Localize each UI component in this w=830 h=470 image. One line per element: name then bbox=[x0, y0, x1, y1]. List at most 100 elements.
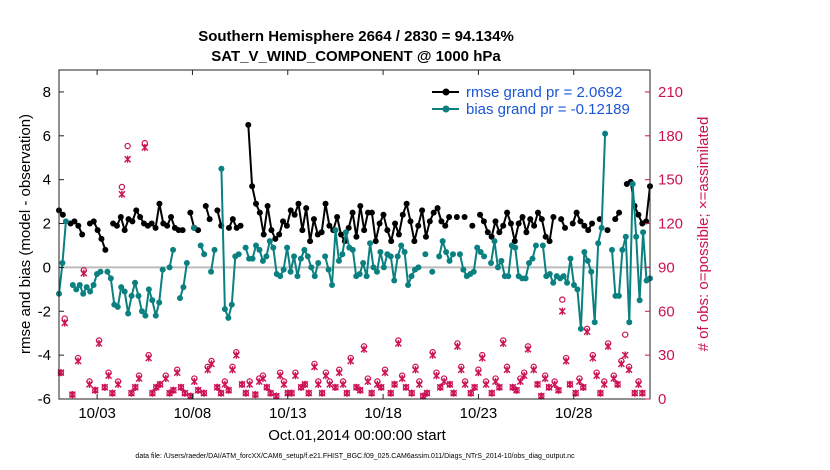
bias-point bbox=[125, 310, 132, 317]
rmse-point bbox=[229, 216, 236, 223]
bias-point bbox=[325, 266, 332, 273]
rmse-point bbox=[504, 209, 511, 216]
obs-assimilated-point bbox=[200, 389, 208, 397]
obs-assimilated-point bbox=[194, 386, 202, 394]
rmse-point bbox=[581, 222, 588, 229]
obs-assimilated-point bbox=[105, 372, 113, 380]
obs-assimilated-point bbox=[145, 354, 153, 362]
obs-assimilated-point bbox=[488, 389, 496, 397]
bias-point bbox=[356, 270, 363, 277]
obs-assimilated-point bbox=[101, 383, 109, 391]
rmse-point bbox=[287, 207, 294, 214]
obs-assimilated-point bbox=[232, 351, 240, 359]
obs-assimilated-point bbox=[596, 389, 604, 397]
obs-assimilated-point bbox=[280, 380, 288, 388]
obs-assimilated-point bbox=[492, 377, 500, 386]
obs-assimilated-point bbox=[255, 377, 263, 386]
bias-point bbox=[460, 266, 467, 273]
bias-point bbox=[602, 130, 609, 137]
rmse-point bbox=[589, 220, 596, 227]
rmse-point bbox=[164, 222, 171, 229]
obs-assimilated-point bbox=[604, 342, 612, 350]
rmse-point bbox=[376, 220, 383, 227]
bias-point bbox=[633, 233, 640, 240]
obs-assimilated-point bbox=[208, 360, 216, 368]
bias-point bbox=[595, 240, 602, 247]
rmse-point bbox=[75, 222, 82, 229]
bias-point bbox=[170, 246, 177, 253]
obs-assimilated-point bbox=[368, 389, 376, 397]
x-tick-label: 10/08 bbox=[174, 405, 212, 422]
y-left-tick-label: -4 bbox=[38, 347, 51, 364]
obs-assimilated-point bbox=[204, 366, 212, 374]
bias-point bbox=[640, 229, 647, 236]
rmse-point bbox=[322, 200, 329, 207]
rmse-point bbox=[260, 231, 267, 238]
rmse-point bbox=[403, 200, 410, 207]
rmse-point bbox=[558, 216, 565, 223]
bias-point bbox=[491, 238, 498, 245]
bias-point bbox=[532, 242, 539, 249]
rmse-point bbox=[407, 218, 414, 225]
x-axis-label: Oct.01,2014 00:00:00 start bbox=[268, 427, 446, 444]
bias-point bbox=[284, 244, 291, 251]
bias-point bbox=[166, 264, 173, 271]
rmse-point bbox=[380, 211, 387, 218]
obs-assimilated-point bbox=[524, 345, 532, 353]
x-tick-label: 10/03 bbox=[78, 405, 116, 422]
rmse-point bbox=[361, 227, 368, 234]
rmse-point bbox=[295, 200, 302, 207]
bias-point bbox=[581, 249, 588, 256]
bias-point bbox=[477, 249, 484, 256]
rmse-point bbox=[133, 207, 140, 214]
rmse-point bbox=[500, 222, 507, 229]
obs-assimilated-point bbox=[478, 354, 486, 362]
rmse-point bbox=[411, 238, 418, 245]
obs-assimilated-point bbox=[310, 363, 318, 371]
rmse-point bbox=[550, 213, 557, 220]
rmse-point bbox=[137, 213, 144, 220]
obs-assimilated-point bbox=[575, 377, 583, 386]
obs-assimilated-point bbox=[474, 369, 482, 377]
obs-assimilated-point bbox=[181, 389, 189, 397]
obs-assimilated-point bbox=[412, 366, 420, 374]
obs-assimilated-point bbox=[482, 380, 490, 388]
y-left-tick-label: 4 bbox=[43, 172, 51, 189]
bias-point bbox=[415, 264, 422, 271]
obs-assimilated-point bbox=[242, 389, 250, 397]
obs-assimilated-point bbox=[387, 389, 395, 397]
obs-assimilated-point bbox=[621, 351, 629, 359]
bias-point bbox=[394, 253, 401, 260]
bias-point bbox=[118, 284, 125, 291]
obs-assimilated-point bbox=[86, 380, 93, 388]
plot-frame bbox=[58, 69, 651, 400]
y-right-tick-label: 150 bbox=[658, 172, 683, 189]
rmse-point bbox=[156, 200, 163, 207]
rmse-point bbox=[264, 202, 271, 209]
bias-point bbox=[629, 181, 636, 188]
bias-point bbox=[429, 268, 436, 275]
bias-point bbox=[270, 244, 277, 251]
x-tick-label: 10/13 bbox=[269, 405, 307, 422]
legend-bias-marker bbox=[442, 105, 450, 113]
bias-point bbox=[294, 273, 301, 280]
bias-point bbox=[398, 242, 405, 249]
obs-assimilated-point bbox=[356, 386, 364, 394]
rmse-point bbox=[426, 218, 433, 225]
bias-point bbox=[69, 281, 76, 288]
y-left-tick-label: 0 bbox=[43, 259, 51, 276]
axis-ticks: 10/03 10/08 10/13 10/18 10/23 10/28 -6 -4 -2 0 2 4 6… bbox=[38, 70, 683, 422]
x-tick-label: 10/18 bbox=[364, 405, 402, 422]
rmse-point bbox=[318, 229, 325, 236]
bias-point bbox=[304, 253, 311, 260]
y-left-tick-label: 6 bbox=[43, 128, 51, 145]
obs-assimilated-point bbox=[450, 389, 458, 397]
bias-point bbox=[76, 281, 83, 288]
obs-assimilated-point bbox=[213, 383, 221, 391]
bias-point bbox=[311, 273, 318, 280]
rmse-point bbox=[415, 222, 422, 229]
obs-assimilated-point bbox=[162, 374, 170, 383]
rmse-point bbox=[469, 222, 476, 229]
bias-point bbox=[280, 266, 287, 273]
